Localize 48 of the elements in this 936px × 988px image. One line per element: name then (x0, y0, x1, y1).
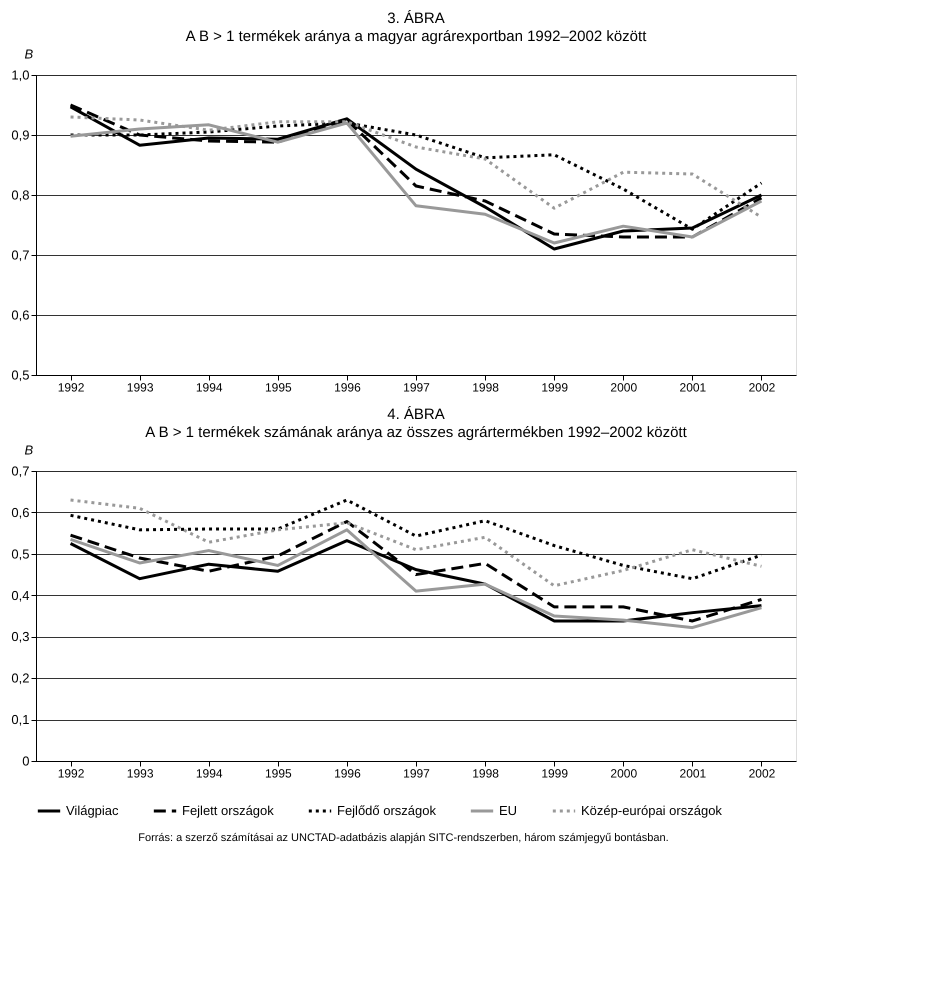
y-tick-label: 0,5 (11, 368, 30, 382)
x-tick-label: 2001 (680, 380, 707, 394)
legend-label: EU (499, 803, 518, 818)
x-tick-label: 1993 (126, 380, 154, 394)
y-axis-title: B (24, 442, 34, 458)
x-tick-label: 1997 (403, 380, 430, 394)
y-tick-label: 0,8 (11, 188, 30, 202)
y-tick-label: 0,6 (11, 308, 30, 322)
x-tick-label: 1993 (126, 766, 154, 780)
y-axis-title: B (24, 46, 34, 62)
y-tick-label: 0 (22, 754, 30, 768)
legend-label: Közép-európai országok (581, 803, 722, 818)
x-tick-label: 1996 (334, 380, 362, 394)
x-tick-label: 1992 (58, 766, 85, 780)
x-tick-label: 2002 (748, 380, 776, 394)
chart-title: 4. ÁBRA (387, 405, 445, 423)
y-tick-label: 0,5 (11, 546, 30, 562)
legend-label: Világpiac (66, 803, 120, 818)
chart-subtitle: A B > 1 termékek számának aránya az összes agrártermékben 1992–2002 között (145, 424, 688, 441)
y-tick-label: 0,7 (11, 464, 30, 478)
legend-label: Fejlődő országok (337, 803, 436, 818)
x-tick-label: 1996 (334, 766, 362, 780)
x-tick-label: 2000 (610, 766, 638, 780)
x-tick-label: 1999 (541, 766, 568, 780)
y-tick-label: 0,4 (11, 588, 30, 603)
chart-title: 3. ÁBRA (387, 9, 445, 27)
x-tick-label: 1995 (264, 766, 292, 780)
x-tick-label: 1998 (472, 380, 500, 394)
x-tick-label: 1997 (403, 766, 430, 780)
x-tick-label: 1994 (196, 766, 223, 780)
x-tick-label: 2001 (680, 766, 707, 780)
x-tick-label: 1995 (264, 380, 292, 394)
y-tick-label: 1,0 (11, 68, 30, 82)
x-tick-label: 1994 (196, 380, 223, 394)
y-tick-label: 0,3 (11, 629, 30, 644)
x-tick-label: 2000 (610, 380, 638, 394)
x-tick-label: 1998 (472, 766, 500, 780)
y-tick-label: 0,9 (11, 128, 30, 142)
chart-subtitle: A B > 1 termékek aránya a magyar agrárexportban 1992–2002 között (186, 28, 648, 45)
legend-label: Fejlett országok (182, 803, 274, 818)
y-tick-label: 0,1 (11, 712, 30, 728)
x-tick-label: 1999 (541, 380, 568, 394)
x-tick-label: 2002 (748, 766, 776, 780)
y-tick-label: 0,2 (11, 670, 30, 686)
y-tick-label: 0,7 (11, 248, 30, 262)
text: Forrás: a szerző számításai az UNCTAD-adatbázis alapján SITC-rendszerben, három számjegyű bontásban. (138, 832, 669, 844)
x-tick-label: 1992 (58, 380, 85, 394)
y-tick-label: 0,6 (11, 504, 30, 520)
